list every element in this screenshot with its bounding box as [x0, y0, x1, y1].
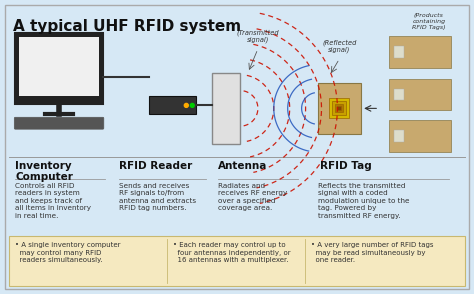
Text: RFID Reader: RFID Reader [118, 161, 192, 171]
FancyBboxPatch shape [389, 36, 451, 68]
FancyBboxPatch shape [318, 83, 361, 134]
FancyBboxPatch shape [394, 46, 404, 58]
Circle shape [190, 103, 194, 107]
Text: • A very large number of RFID tags
  may be read simultaneously by
  one reader.: • A very large number of RFID tags may b… [310, 242, 433, 263]
FancyBboxPatch shape [337, 106, 341, 110]
FancyBboxPatch shape [15, 33, 103, 104]
Text: (Reflected
signal): (Reflected signal) [322, 39, 356, 53]
FancyBboxPatch shape [394, 88, 404, 101]
Text: • A single inventory computer
  may control many RFID
  readers simultaneously.: • A single inventory computer may contro… [15, 242, 121, 263]
FancyBboxPatch shape [148, 96, 196, 114]
FancyBboxPatch shape [329, 98, 349, 118]
Text: Sends and receives
RF signals to/from
antenna and extracts
RFID tag numbers.: Sends and receives RF signals to/from an… [118, 183, 196, 211]
Text: A typical UHF RFID system: A typical UHF RFID system [13, 19, 241, 34]
FancyBboxPatch shape [14, 117, 104, 129]
FancyBboxPatch shape [389, 120, 451, 152]
FancyBboxPatch shape [332, 101, 346, 115]
Text: Reflects the transmitted
signal with a coded
modulation unique to the
tag. Power: Reflects the transmitted signal with a c… [318, 183, 409, 219]
FancyBboxPatch shape [212, 73, 240, 144]
FancyBboxPatch shape [9, 236, 465, 286]
Text: Radiates and
receives RF energy
over a specified
coverage area.: Radiates and receives RF energy over a s… [218, 183, 287, 211]
Circle shape [184, 103, 188, 107]
FancyBboxPatch shape [389, 79, 451, 110]
FancyBboxPatch shape [19, 37, 99, 96]
Text: Controls all RFID
readers in system
and keeps track of
all items in inventory
in: Controls all RFID readers in system and … [15, 183, 91, 219]
Text: • Each reader may control up to
  four antennas independently, or
  16 antennas : • Each reader may control up to four ant… [173, 242, 291, 263]
Text: Inventory
Computer: Inventory Computer [15, 161, 73, 183]
Text: (Products
containing
RFID Tags): (Products containing RFID Tags) [412, 13, 446, 30]
Text: RFID Tag: RFID Tag [319, 161, 371, 171]
FancyBboxPatch shape [394, 130, 404, 142]
FancyBboxPatch shape [336, 104, 343, 112]
FancyBboxPatch shape [5, 5, 469, 289]
Text: Antenna: Antenna [218, 161, 267, 171]
Text: (Transmitted
signal): (Transmitted signal) [237, 29, 279, 43]
